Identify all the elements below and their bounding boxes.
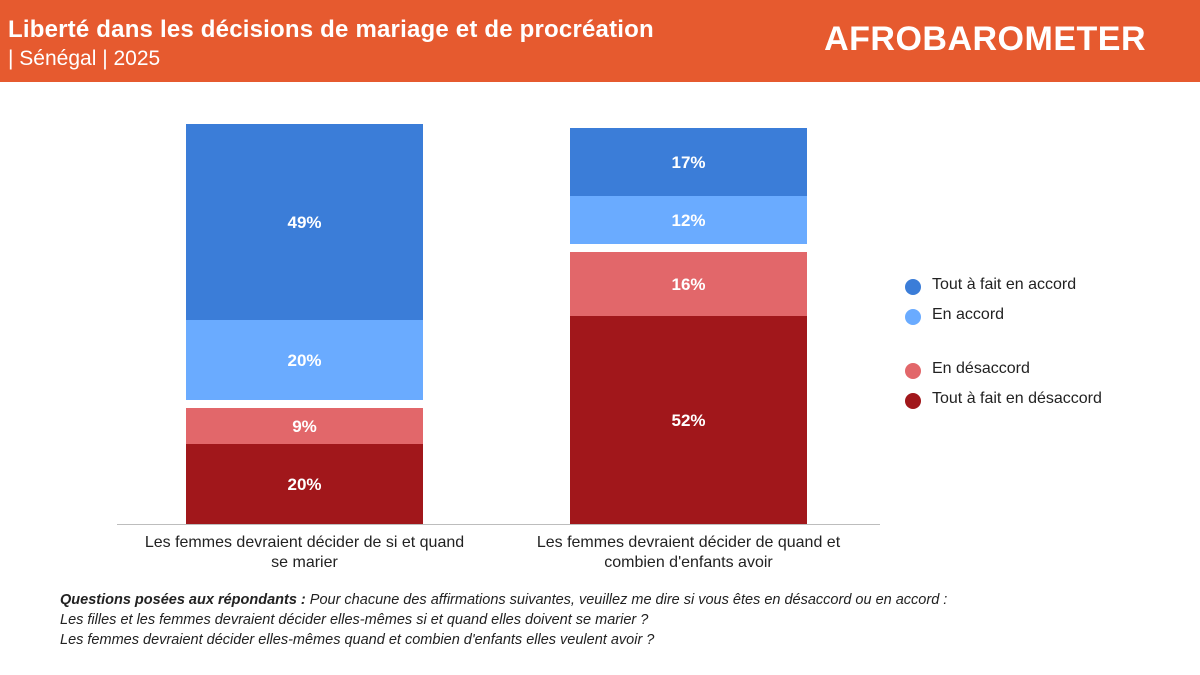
bar-segment-disagree xyxy=(570,252,807,316)
page-title: Liberté dans les décisions de mariage et… xyxy=(8,16,654,43)
footnote-lead: Questions posées aux répondants : xyxy=(60,592,306,608)
legend-label: Tout à fait en désaccord xyxy=(932,390,1102,407)
legend-swatch-strongly-agree xyxy=(905,279,921,295)
data-label: 52% xyxy=(671,411,705,430)
data-label: 16% xyxy=(671,275,705,294)
category-label: Les femmes devraient décider de quand et xyxy=(537,534,841,551)
category-label: combien d'enfants avoir xyxy=(604,554,773,571)
bar-segment-strongly-disagree xyxy=(570,316,807,524)
legend-swatch-agree xyxy=(905,309,921,325)
footnote-intro: Pour chacune des affirmations suivantes,… xyxy=(305,592,948,608)
footnote: Questions posées aux répondants : Pour c… xyxy=(60,590,1180,650)
page-subtitle: | Sénégal | 2025 xyxy=(8,47,161,70)
footnote-question-1: Les filles et les femmes devraient décid… xyxy=(60,612,649,628)
footnote-intro-line: Questions posées aux répondants : Pour c… xyxy=(60,590,1180,610)
legend-label: Tout à fait en accord xyxy=(932,276,1077,293)
category-label: Les femmes devraient décider de si et qu… xyxy=(145,534,464,551)
legend-label: En désaccord xyxy=(932,360,1030,377)
footnote-question-2: Les femmes devraient décider elles-mêmes… xyxy=(60,632,655,648)
bar-segment-disagree xyxy=(186,408,423,444)
data-label: 20% xyxy=(287,351,321,370)
data-label: 49% xyxy=(287,213,321,232)
stacked-bar-chart: 20% 9% 20% 49% Les femmes devraient décider … xyxy=(117,124,880,571)
data-label: 9% xyxy=(292,417,317,436)
category-label: se marier xyxy=(271,554,338,571)
data-label: 17% xyxy=(671,153,705,172)
legend-swatch-strongly-disagree xyxy=(905,393,921,409)
data-label: 12% xyxy=(671,211,705,230)
data-label: 20% xyxy=(287,475,321,494)
bar-segment-strongly-agree xyxy=(186,124,423,320)
header-banner: Liberté dans les décisions de mariage et… xyxy=(0,0,1200,82)
legend-swatch-disagree xyxy=(905,363,921,379)
legend-label: En accord xyxy=(932,306,1005,323)
bar-segment-strongly-disagree xyxy=(186,444,423,524)
afrobarometer-logo: AFROBAROMETER xyxy=(824,20,1146,58)
bar-segment-agree xyxy=(186,320,423,400)
bar-segment-strongly-agree xyxy=(570,128,807,196)
bar-segment-agree xyxy=(570,196,807,244)
